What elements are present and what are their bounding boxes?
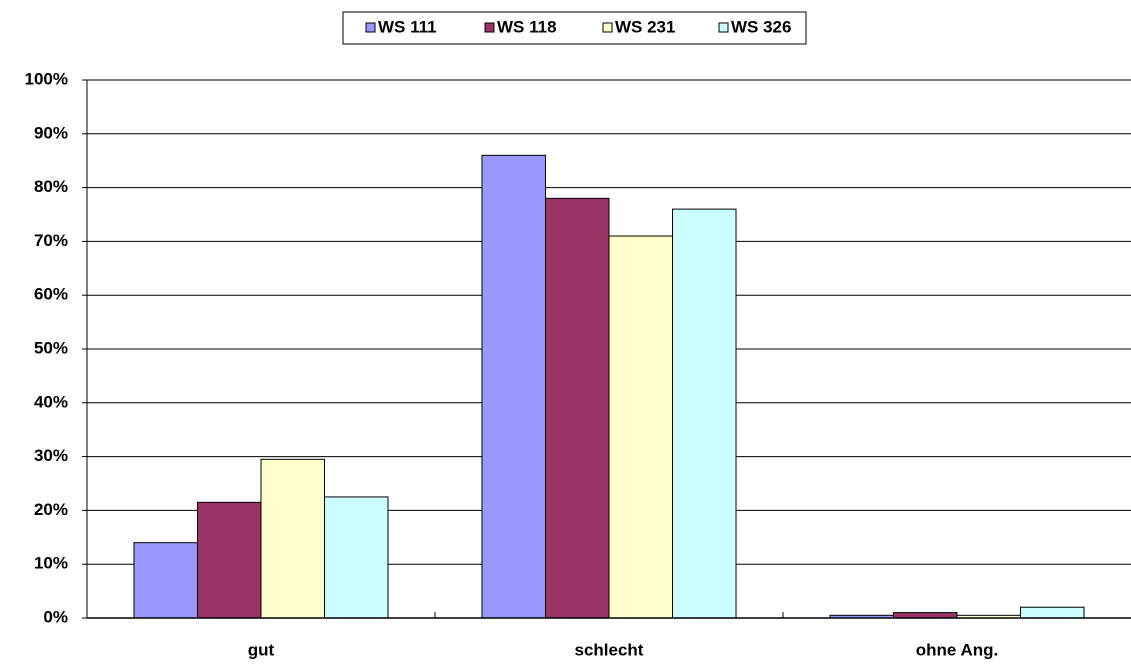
- y-tick-label: 20%: [34, 500, 68, 519]
- y-tick-label: 0%: [43, 607, 68, 626]
- bar: [133, 542, 198, 619]
- legend-swatch: [602, 22, 613, 33]
- bar: [196, 501, 262, 619]
- x-tick-label: ohne Ang.: [916, 640, 998, 659]
- y-tick-label: 60%: [34, 285, 68, 304]
- legend-swatch: [718, 22, 729, 33]
- y-tick-label: 40%: [34, 392, 68, 411]
- legend-swatch: [365, 22, 376, 33]
- y-tick-label: 30%: [34, 446, 68, 465]
- legend-label: WS 111: [378, 17, 437, 36]
- legend-swatch: [484, 22, 495, 33]
- y-tick-label: 80%: [34, 177, 68, 196]
- x-tick-label: gut: [248, 640, 275, 659]
- y-tick-label: 70%: [34, 231, 68, 250]
- legend-label: WS 231: [615, 17, 675, 36]
- bar: [324, 496, 389, 619]
- legend-label: WS 326: [731, 17, 791, 36]
- legend-label: WS 118: [497, 17, 557, 36]
- bar: [481, 154, 546, 619]
- bar: [608, 235, 674, 619]
- y-tick-label: 50%: [34, 338, 68, 357]
- bar: [544, 197, 610, 619]
- legend-box: [342, 11, 807, 45]
- y-tick-label: 100%: [25, 69, 68, 88]
- y-tick-label: 90%: [34, 123, 68, 142]
- bar: [672, 208, 737, 619]
- y-tick-label: 10%: [34, 554, 68, 573]
- x-tick-label: schlecht: [575, 640, 644, 659]
- bar: [1020, 606, 1085, 619]
- bar: [260, 458, 326, 619]
- bar: [892, 612, 958, 619]
